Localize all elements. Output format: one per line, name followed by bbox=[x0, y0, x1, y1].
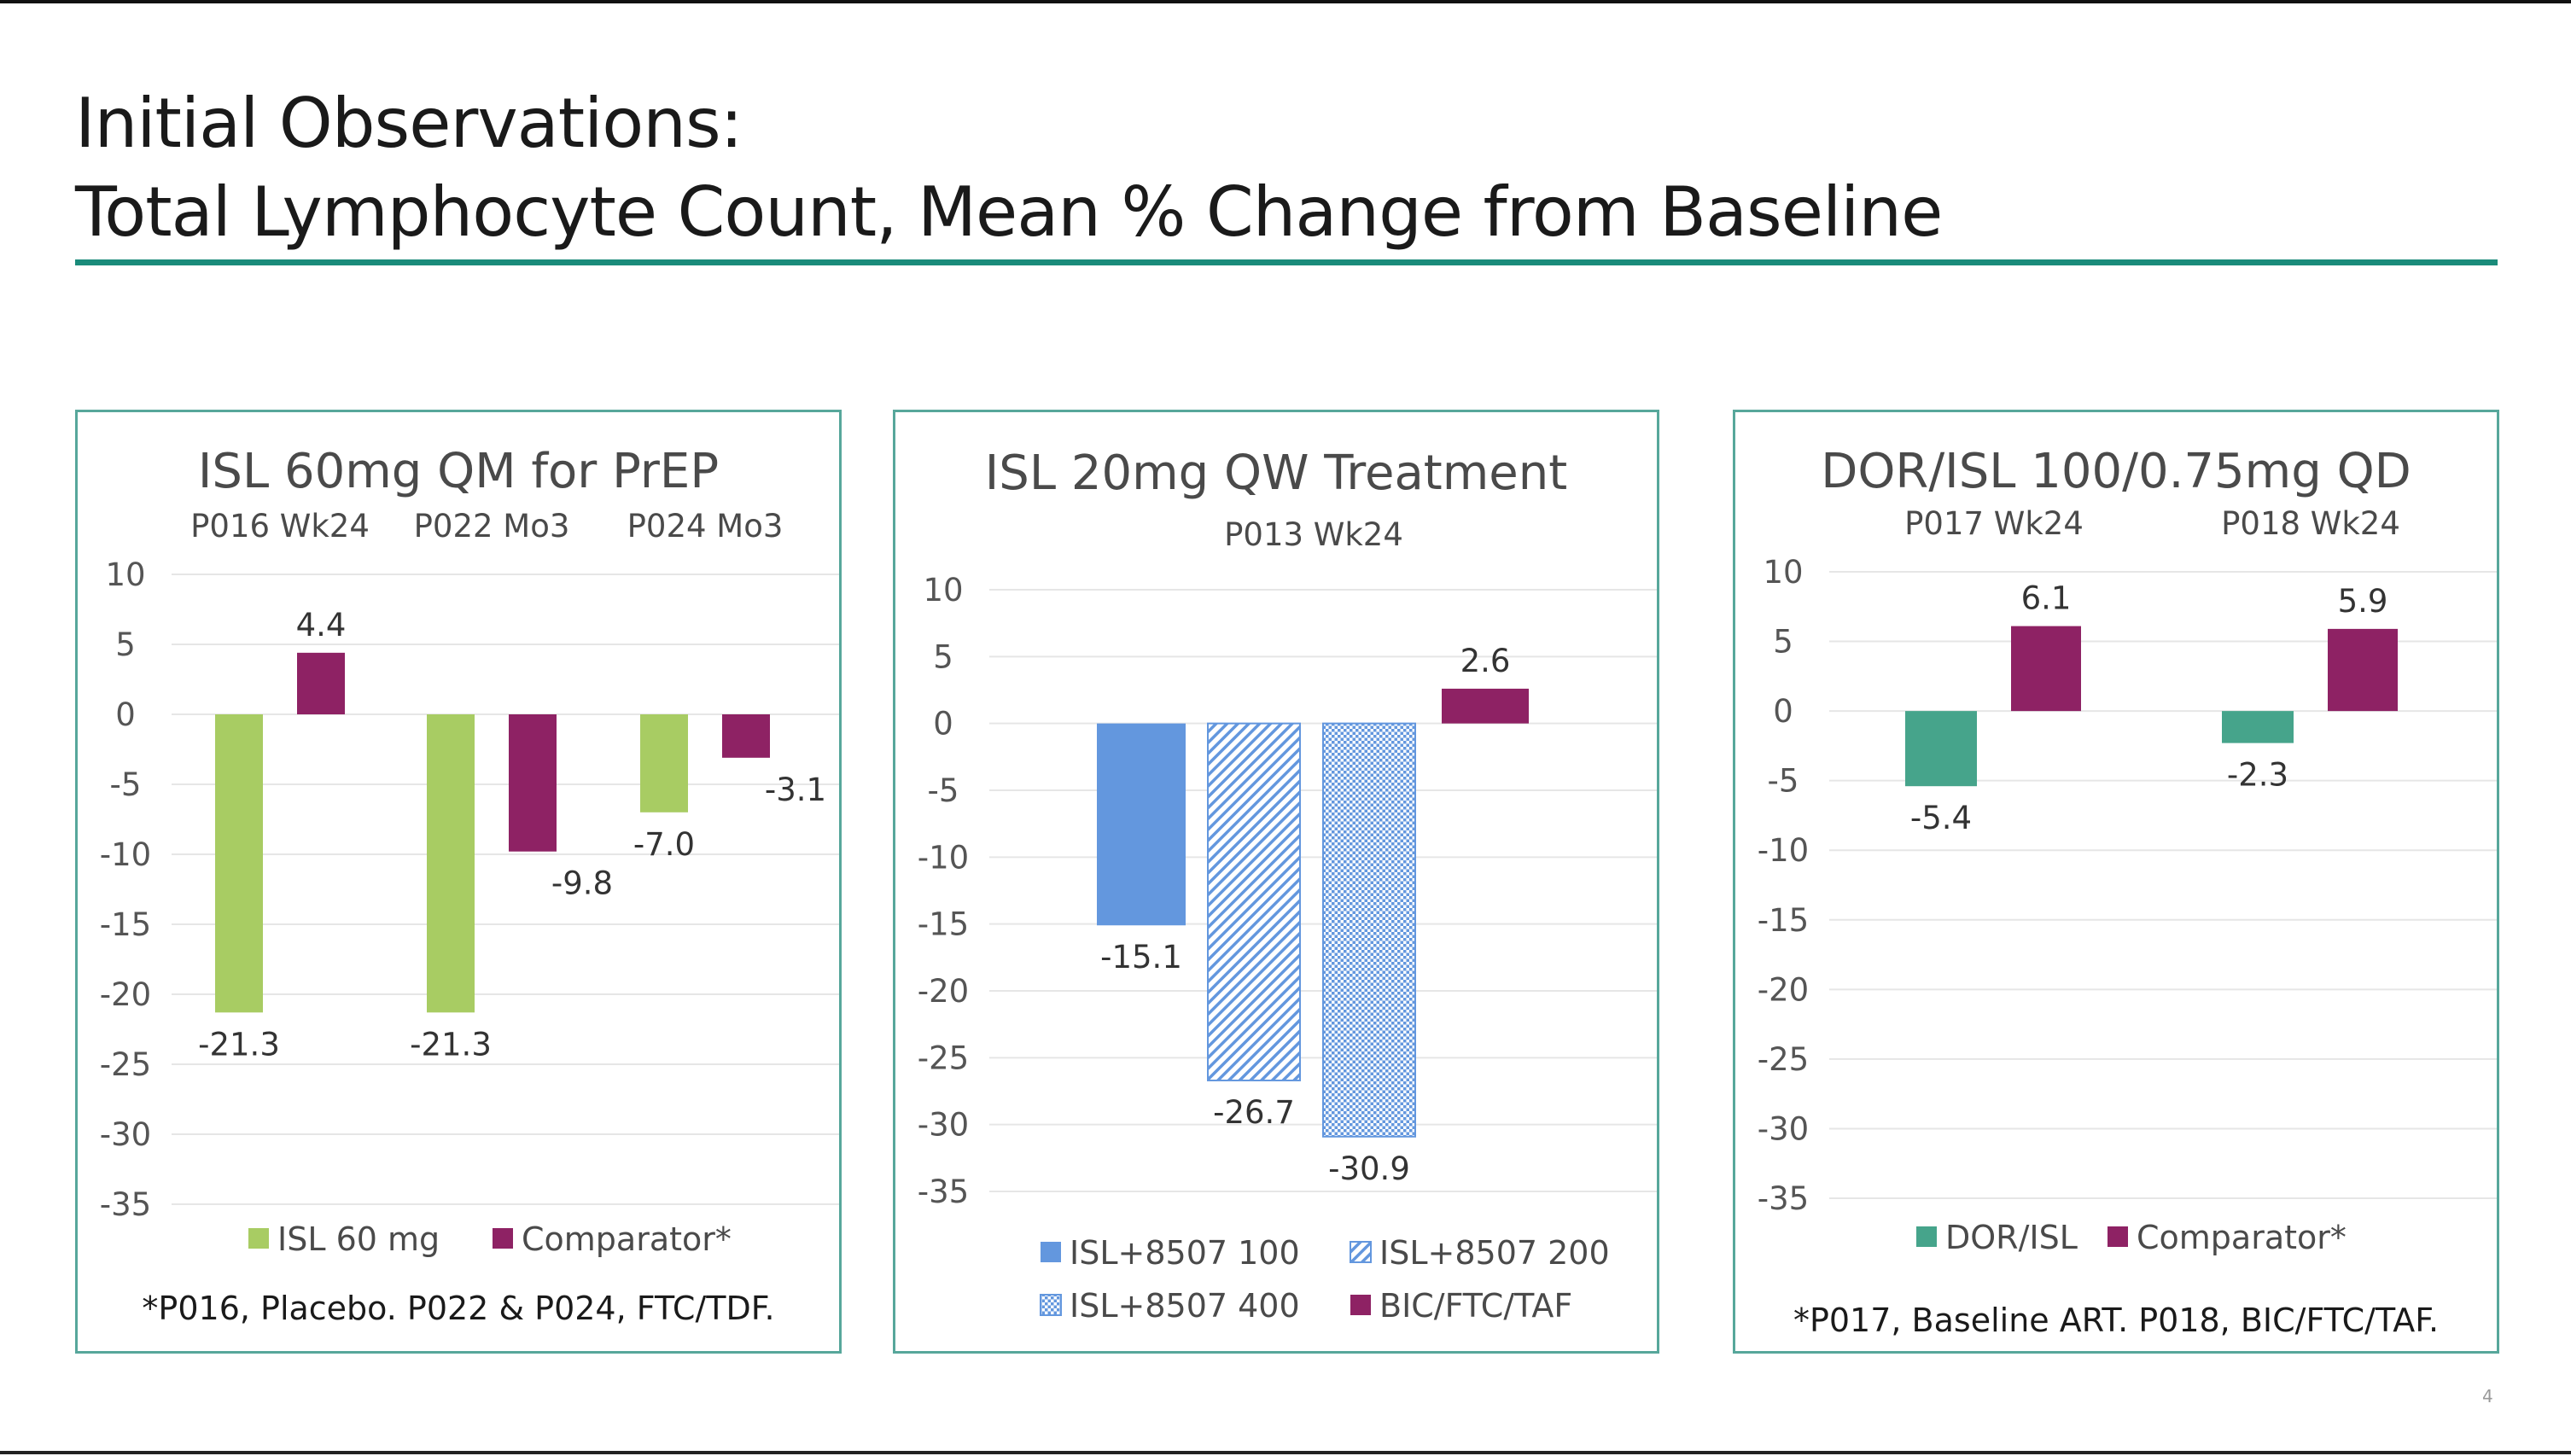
legend-swatch-dor-isl bbox=[1916, 1226, 1937, 1247]
y-tick-label: 5 bbox=[1773, 624, 1793, 661]
chart-title: ISL 20mg QW Treatment bbox=[985, 446, 1567, 501]
y-tick-label: 0 bbox=[1773, 693, 1793, 730]
y-tick-label: 10 bbox=[105, 556, 145, 593]
legend-label-isl-8507-100: ISL+8507 100 bbox=[1070, 1234, 1300, 1272]
legend-label-isl-8507-200: ISL+8507 200 bbox=[1379, 1234, 1610, 1272]
y-tick-label: -35 bbox=[100, 1186, 151, 1223]
y-tick-label: -30 bbox=[1758, 1110, 1809, 1147]
legend-label-comparator: Comparator* bbox=[522, 1220, 732, 1258]
y-tick-label: 5 bbox=[115, 626, 136, 663]
data-label: -9.8 bbox=[551, 865, 613, 902]
legend-label-isl-60-mg: ISL 60 mg bbox=[277, 1220, 440, 1258]
chart-panel-dor-isl: DOR/ISL 100/0.75mg QD P017 Wk24 P018 Wk24 1… bbox=[1733, 410, 2499, 1354]
chart-dor-isl: DOR/ISL 100/0.75mg QD P017 Wk24 P018 Wk24 1… bbox=[1758, 444, 2497, 1256]
legend-label-comparator: Comparator* bbox=[2137, 1219, 2347, 1256]
y-tick-label: -5 bbox=[928, 772, 959, 809]
data-label: -5.4 bbox=[1910, 800, 1972, 836]
bar-comparator-p022-mo3 bbox=[509, 714, 557, 852]
data-label: 4.4 bbox=[296, 607, 347, 644]
bar-dor-isl-p017-wk24 bbox=[1905, 711, 1977, 787]
bar-isl-60-mg-p016-wk24 bbox=[215, 714, 263, 1013]
bar-dor-isl-p018-wk24 bbox=[2222, 711, 2294, 743]
y-tick-label: -15 bbox=[1758, 902, 1809, 939]
chart-isl-60mg: ISL 60mg QM for PrEP P016 Wk24 P022 Mo3 P02… bbox=[100, 444, 839, 1258]
data-label: -21.3 bbox=[198, 1026, 280, 1063]
y-tick-label: 5 bbox=[933, 638, 953, 675]
y-tick-label: -25 bbox=[100, 1046, 151, 1083]
category-label-p018-wk24: P018 Wk24 bbox=[2221, 505, 2400, 542]
data-label: 2.6 bbox=[1460, 643, 1511, 679]
y-tick-label: -20 bbox=[100, 976, 151, 1013]
y-tick-label: 10 bbox=[923, 572, 963, 609]
footnote-panel-1: *P016, Placebo. P022 & P024, FTC/TDF. bbox=[142, 1290, 775, 1327]
category-label-p013-wk24: P013 Wk24 bbox=[1224, 516, 1403, 553]
data-label: -26.7 bbox=[1213, 1094, 1295, 1131]
y-tick-label: -15 bbox=[100, 906, 151, 943]
data-label: 6.1 bbox=[2021, 580, 2072, 617]
slide-title-line-2: Total Lymphocyte Count, Mean % Change fr… bbox=[75, 172, 1943, 252]
legend-swatch-bic-ftc-taf bbox=[1350, 1295, 1371, 1315]
y-tick-label: -20 bbox=[918, 973, 969, 1010]
y-tick-label: -10 bbox=[1758, 832, 1809, 869]
y-tick-label: 10 bbox=[1763, 554, 1803, 591]
top-border bbox=[0, 0, 2571, 3]
y-tick-label: -30 bbox=[100, 1116, 151, 1153]
y-tick-label: 0 bbox=[115, 696, 136, 733]
legend-swatch-isl-8507-400 bbox=[1040, 1294, 1062, 1316]
legend-swatch-isl-8507-200 bbox=[1350, 1241, 1372, 1263]
y-tick-label: 0 bbox=[933, 706, 953, 743]
legend-label-bic-ftc-taf: BIC/FTC/TAF bbox=[1379, 1287, 1572, 1325]
bar-comparator-p024-mo3 bbox=[722, 714, 770, 758]
bar-comparator-p016-wk24 bbox=[297, 652, 345, 714]
title-underline bbox=[75, 259, 2498, 265]
legend-swatch-comparator bbox=[493, 1228, 513, 1249]
y-tick-label: -5 bbox=[110, 766, 142, 803]
bar-isl-8507-100 bbox=[1097, 723, 1186, 926]
chart-panel-isl-60mg: ISL 60mg QM for PrEP P016 Wk24 P022 Mo3 P02… bbox=[75, 410, 842, 1354]
chart-panel-isl-20mg: ISL 20mg QW Treatment P013 Wk24 10 5 0 -5 -10 -… bbox=[893, 410, 1659, 1354]
bar-isl-60-mg-p022-mo3 bbox=[427, 714, 475, 1013]
bottom-border bbox=[0, 1451, 2571, 1454]
data-label: -2.3 bbox=[2227, 757, 2288, 794]
slide-title-line-1: Initial Observations: bbox=[75, 84, 743, 163]
footnote-panel-3: *P017, Baseline ART. P018, BIC/FTC/TAF. bbox=[1793, 1302, 2440, 1339]
y-tick-label: -10 bbox=[100, 836, 151, 873]
y-tick-label: -20 bbox=[1758, 971, 1809, 1008]
bar-isl-8507-400 bbox=[1322, 722, 1416, 1138]
y-tick-label: -30 bbox=[918, 1107, 969, 1144]
y-tick-label: -15 bbox=[918, 906, 969, 943]
category-label-p017-wk24: P017 Wk24 bbox=[1904, 505, 2084, 542]
bar-comparator-p018-wk24 bbox=[2328, 628, 2398, 712]
legend-label-dor-isl: DOR/ISL bbox=[1945, 1219, 2078, 1256]
bar-isl-8507-200 bbox=[1207, 722, 1301, 1081]
y-tick-label: -35 bbox=[918, 1174, 969, 1210]
y-tick-label: -10 bbox=[918, 839, 969, 876]
y-tick-label: -5 bbox=[1768, 763, 1799, 800]
bar-isl-60-mg-p024-mo3 bbox=[640, 714, 688, 812]
data-label: -30.9 bbox=[1328, 1150, 1410, 1187]
data-label: -7.0 bbox=[633, 826, 695, 863]
y-tick-label: -35 bbox=[1758, 1180, 1809, 1217]
data-label: -21.3 bbox=[410, 1026, 492, 1063]
chart-title: DOR/ISL 100/0.75mg QD bbox=[1821, 444, 2411, 499]
y-tick-label: -25 bbox=[918, 1040, 969, 1076]
data-label: -3.1 bbox=[765, 772, 826, 808]
chart-isl-20mg: ISL 20mg QW Treatment P013 Wk24 10 5 0 -5 -10 -… bbox=[918, 446, 1657, 1325]
legend-label-isl-8507-400: ISL+8507 400 bbox=[1070, 1287, 1300, 1325]
page-number: 4 bbox=[2482, 1386, 2493, 1406]
legend-swatch-comparator bbox=[2108, 1226, 2128, 1247]
category-label-p024-mo3: P024 Mo3 bbox=[627, 508, 784, 545]
legend-swatch-isl-60-mg bbox=[248, 1228, 269, 1249]
category-label-p022-mo3: P022 Mo3 bbox=[414, 508, 570, 545]
bar-bic-ftc-taf bbox=[1442, 688, 1529, 724]
bar-comparator-p017-wk24 bbox=[2011, 626, 2081, 712]
category-label-p016-wk24: P016 Wk24 bbox=[190, 508, 370, 545]
legend-swatch-isl-8507-100 bbox=[1041, 1242, 1061, 1262]
data-label: -15.1 bbox=[1100, 939, 1182, 976]
chart-title: ISL 60mg QM for PrEP bbox=[198, 444, 719, 499]
data-label: 5.9 bbox=[2338, 583, 2388, 620]
y-tick-label: -25 bbox=[1758, 1041, 1809, 1078]
